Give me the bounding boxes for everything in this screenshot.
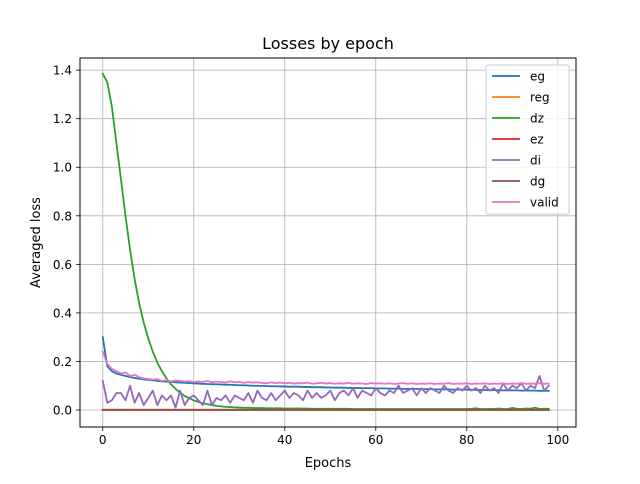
legend-label-eg: eg — [530, 70, 545, 84]
axis-ticks: 0 20 40 60 80 100 0.0 0.2 0.4 0.6 0.8 1.0 1.2 1.4 — [53, 64, 569, 447]
x-tick-label: 20 — [186, 433, 201, 447]
legend-label-ez: ez — [530, 133, 544, 147]
y-axis-label: Averaged loss — [29, 197, 44, 288]
series-line-di — [101, 375, 550, 409]
x-tick-label: 60 — [368, 433, 383, 447]
series-lines — [101, 72, 550, 411]
y-tick-label: 0.8 — [53, 209, 72, 223]
legend: eg reg dz ez di dg valid — [485, 64, 570, 215]
x-tick-label: 100 — [546, 433, 569, 447]
y-tick-label: 1.0 — [53, 161, 72, 175]
legend-label-reg: reg — [530, 91, 550, 105]
x-axis-label: Epochs — [305, 456, 352, 471]
y-tick-label: 0.4 — [53, 306, 72, 320]
series-line-dz — [101, 72, 550, 410]
legend-label-di: di — [530, 154, 541, 168]
legend-label-dz: dz — [530, 112, 544, 126]
grid — [80, 58, 576, 427]
x-tick-label: 80 — [459, 433, 474, 447]
x-tick-label: 40 — [277, 433, 292, 447]
chart-title: Losses by epoch — [262, 34, 394, 53]
x-tick-label: 0 — [99, 433, 107, 447]
y-tick-label: 0.6 — [53, 258, 72, 272]
plot-frame — [79, 57, 577, 428]
y-tick-label: 0.0 — [53, 404, 72, 418]
y-tick-label: 0.2 — [53, 355, 72, 369]
series-line-valid — [101, 350, 550, 385]
y-tick-label: 1.4 — [53, 64, 72, 78]
legend-box — [485, 64, 570, 215]
legend-label-dg: dg — [530, 175, 545, 189]
legend-label-valid: valid — [530, 196, 559, 210]
y-tick-label: 1.2 — [53, 112, 72, 126]
